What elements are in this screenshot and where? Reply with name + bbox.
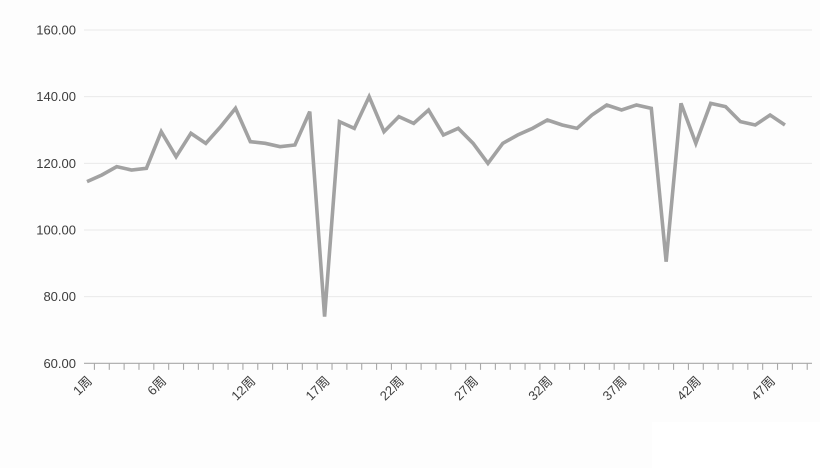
x-axis-label: 32周 (525, 373, 555, 403)
x-axis-label: 1周 (70, 373, 95, 398)
data-series-line (86, 92, 786, 317)
x-axis-label: 42周 (674, 373, 704, 403)
y-axis-label: 100.00 (36, 222, 76, 237)
x-axis-label: 12周 (228, 373, 258, 403)
x-axis-label: 47周 (748, 373, 778, 403)
x-axis-label: 22周 (377, 373, 407, 403)
y-axis-label: 120.00 (36, 156, 76, 171)
x-axis-label: 17周 (303, 373, 333, 403)
y-axis-label: 80.00 (43, 289, 76, 304)
x-axis-label: 6周 (144, 373, 169, 398)
y-axis-label: 160.00 (36, 23, 76, 38)
y-axis-label: 140.00 (36, 89, 76, 104)
x-axis-label: 27周 (451, 373, 481, 403)
y-axis-label: 60.00 (43, 356, 76, 371)
watermark-area (652, 422, 820, 468)
x-axis-label: 37周 (600, 373, 630, 403)
